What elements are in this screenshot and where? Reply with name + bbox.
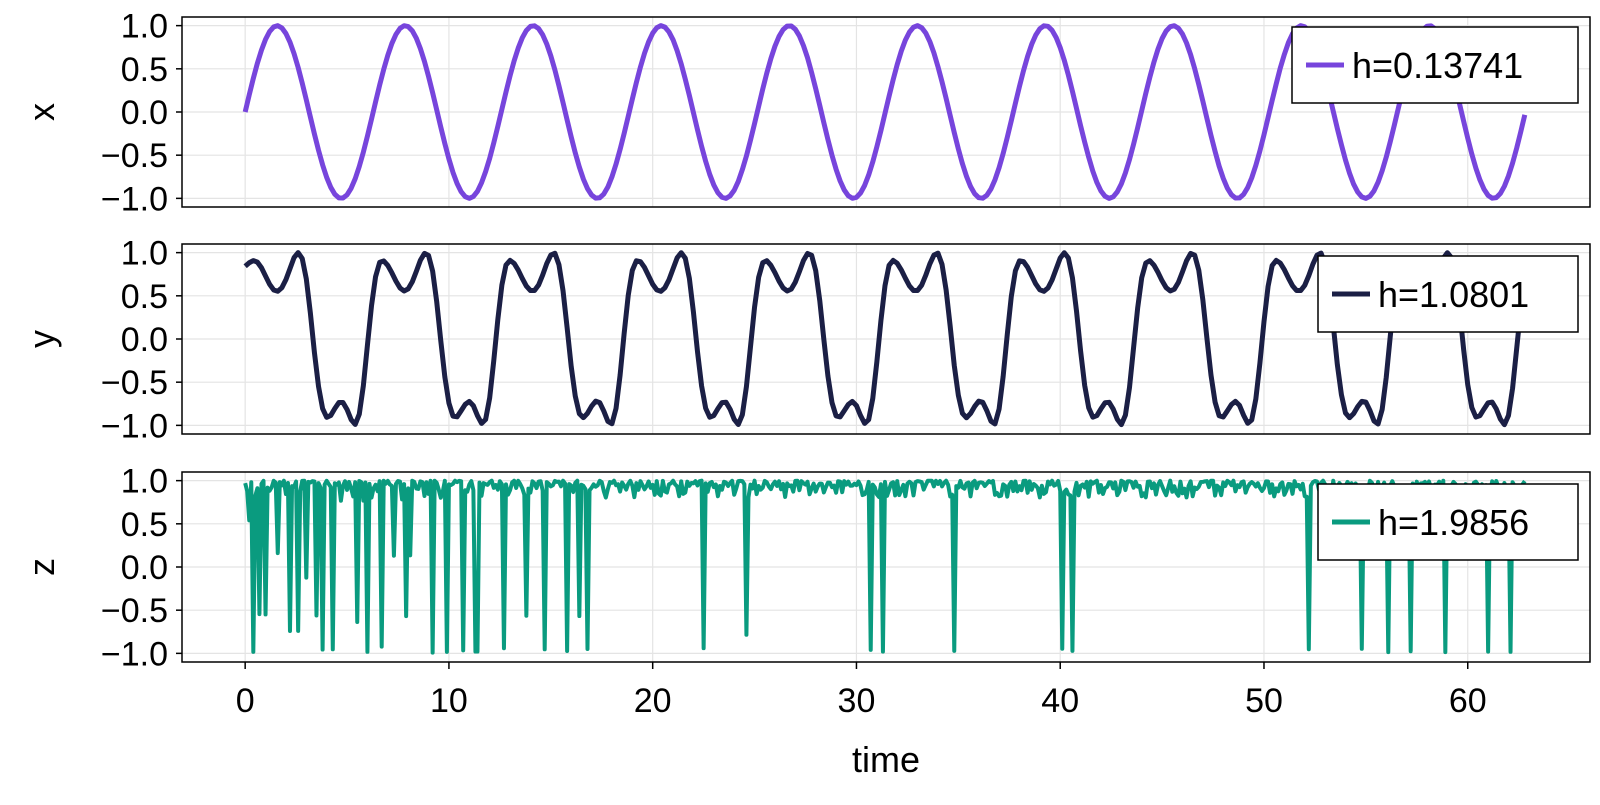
ytick-label-x-0: 1.0 bbox=[121, 8, 168, 46]
ylabel-x: x bbox=[21, 103, 62, 121]
legend-label-x: h=0.13741 bbox=[1352, 45, 1523, 86]
legend-label-y: h=1.0801 bbox=[1378, 274, 1529, 315]
xtick-label-2: 20 bbox=[634, 682, 672, 720]
legend-label-z: h=1.9856 bbox=[1378, 502, 1529, 543]
panel-y: 1.0 0.5 0.0 −0.5 −1.0 y h=1.0801 bbox=[21, 235, 1591, 445]
ytick-label-z-0: 1.0 bbox=[121, 463, 168, 501]
ytick-label-z-2: 0.0 bbox=[121, 549, 168, 587]
ytick-label-z-4: −1.0 bbox=[101, 635, 168, 673]
ylabel-z: z bbox=[21, 558, 62, 576]
ytick-label-x-1: 0.5 bbox=[121, 51, 168, 89]
ytick-label-z-3: −0.5 bbox=[101, 592, 168, 630]
ytick-label-y-4: −1.0 bbox=[101, 407, 168, 445]
legend-z: h=1.9856 bbox=[1317, 483, 1579, 561]
frame-z bbox=[181, 471, 1591, 663]
series-line-y bbox=[243, 250, 1528, 428]
xtick-label-3: 30 bbox=[838, 682, 876, 720]
x-axis: 0 10 20 30 40 50 60 time bbox=[236, 662, 1487, 780]
ytick-label-y-0: 1.0 bbox=[121, 235, 168, 273]
ylabel-y: y bbox=[21, 330, 62, 348]
xtick-label-6: 60 bbox=[1449, 682, 1487, 720]
xtick-label-5: 50 bbox=[1245, 682, 1283, 720]
legend-y: h=1.0801 bbox=[1317, 255, 1579, 333]
frame-y bbox=[181, 243, 1591, 435]
legend-x: h=0.13741 bbox=[1291, 26, 1579, 104]
ytick-label-y-2: 0.0 bbox=[121, 321, 168, 359]
ytick-label-y-3: −0.5 bbox=[101, 364, 168, 402]
panel-x: 1.0 0.5 0.0 −0.5 −1.0 x h=0.13741 bbox=[21, 8, 1591, 218]
ytick-label-z-1: 0.5 bbox=[121, 506, 168, 544]
xtick-label-4: 40 bbox=[1041, 682, 1079, 720]
ytick-label-y-1: 0.5 bbox=[121, 278, 168, 316]
xlabel: time bbox=[852, 739, 920, 780]
ytick-label-x-3: −0.5 bbox=[101, 137, 168, 175]
series-line-z bbox=[243, 478, 1527, 655]
panel-z: 1.0 0.5 0.0 −0.5 −1.0 z h=1.9856 bbox=[21, 463, 1591, 673]
xtick-label-0: 0 bbox=[236, 682, 255, 720]
frame-x bbox=[181, 16, 1591, 208]
ytick-label-x-2: 0.0 bbox=[121, 94, 168, 132]
ytick-label-x-4: −1.0 bbox=[101, 180, 168, 218]
xtick-label-1: 10 bbox=[430, 682, 468, 720]
